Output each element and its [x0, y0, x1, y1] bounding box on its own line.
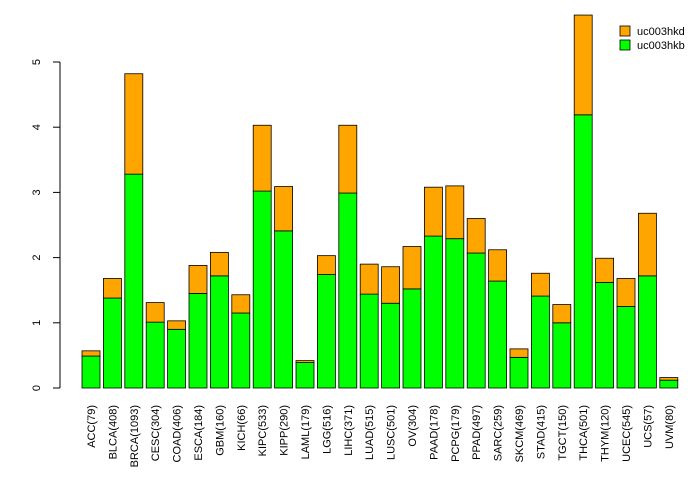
x-tick-label: LIHC(371) [343, 405, 355, 456]
bar-uc003hkb-pcpg [445, 238, 465, 389]
bar-uc003hkb-luad [359, 293, 379, 389]
bar-uc003hkb-stad [531, 295, 550, 389]
x-tick-label: TGCT(150) [557, 405, 569, 461]
bar-uc003hkb-blca [103, 297, 122, 389]
bar-uc003hkd-gbm [209, 251, 229, 277]
bar-uc003hkd-kipp [274, 186, 294, 232]
x-tick-label: SARC(259) [493, 405, 505, 461]
bar-uc003hkd-ov [402, 246, 422, 290]
x-tick-label: BRCA(1093) [129, 405, 141, 467]
bar-uc003hkd-cesc [145, 302, 165, 323]
x-tick-label: ESCA(184) [193, 405, 205, 461]
x-tick-label: STAD(415) [535, 405, 547, 459]
x-tick-label: UVM(80) [664, 405, 676, 449]
bar-uc003hkd-ppad [466, 218, 486, 254]
bar-uc003hkb-paad [423, 235, 443, 389]
x-tick-label: UCEC(545) [621, 405, 633, 462]
x-axis-labels: ACC(79) BLCA(408) BRCA(1093) CESC(304) COAD(… [86, 405, 676, 467]
x-tick-label: COAD(406) [172, 405, 184, 462]
bar-uc003hkb-ppad [466, 252, 486, 389]
y-tick-label: 3 [31, 189, 43, 195]
bar-uc003hkb-lihc [338, 192, 358, 389]
bar-uc003hkd-tgct [552, 304, 572, 324]
bar-uc003hkd-stad [531, 272, 550, 297]
bar-uc003hkd-lusc [381, 266, 401, 304]
bar-uc003hkd-luad [359, 263, 379, 295]
bar-uc003hkd-thym [595, 257, 614, 283]
y-tick-label: 0 [31, 385, 43, 391]
bar-uc003hkd-pcpg [445, 185, 465, 240]
y-tick-label: 1 [31, 320, 43, 326]
bar-uc003hkd-esca [188, 265, 208, 294]
y-tick-label: 2 [31, 255, 43, 261]
bar-uc003hkb-thca [573, 114, 593, 389]
x-tick-label: OV(304) [407, 405, 419, 447]
x-tick-label: UCS(57) [642, 405, 654, 448]
bar-uc003hkb-ucec [616, 306, 636, 389]
bar-uc003hkb-thym [595, 281, 614, 389]
bar-uc003hkb-acc [81, 355, 101, 389]
bar-uc003hkd-kich [231, 294, 251, 314]
bar-uc003hkb-skcm [509, 356, 529, 389]
bar-uc003hkb-ov [402, 288, 422, 389]
bar-uc003hkd-coad [167, 320, 187, 330]
bar-uc003hkb-coad [167, 328, 187, 389]
x-tick-label: LAML(179) [300, 405, 312, 459]
y-axis: 0 1 2 3 4 5 [31, 59, 61, 391]
legend-label-uc003hkd: uc003hkd [637, 26, 685, 38]
bar-uc003hkb-uvm [659, 379, 679, 389]
bar-uc003hkd-kipc [252, 124, 272, 192]
x-tick-label: ACC(79) [86, 405, 98, 448]
x-tick-label: LGG(516) [321, 405, 333, 454]
bar-uc003hkb-sarc [488, 280, 508, 389]
bar-uc003hkb-lgg [316, 274, 336, 389]
bar-uc003hkd-ucec [616, 278, 636, 307]
bar-uc003hkb-cesc [145, 321, 165, 389]
x-tick-label: PPAD(497) [471, 405, 483, 460]
x-tick-label: GBM(160) [214, 405, 226, 456]
bar-uc003hkd-thca [573, 14, 593, 116]
bar-uc003hkb-laml [295, 362, 315, 389]
x-tick-label: KICH(66) [236, 405, 248, 451]
bar-uc003hkb-ucs [638, 275, 657, 389]
x-tick-label: CESC(304) [150, 405, 162, 461]
bar-uc003hkb-gbm [209, 275, 229, 389]
bar-uc003hkb-kich [231, 312, 251, 389]
legend-swatch-uc003hkd [619, 25, 631, 37]
bar-uc003hkd-lihc [338, 124, 358, 194]
x-tick-label: KIPC(533) [257, 405, 269, 456]
x-tick-label: PCPG(179) [450, 405, 462, 462]
bar-uc003hkd-blca [103, 278, 122, 299]
bar-uc003hkb-tgct [552, 322, 572, 389]
legend-label-uc003hkb: uc003hkb [637, 40, 685, 52]
x-tick-label: LUAD(515) [364, 405, 376, 460]
bar-uc003hkb-lusc [381, 302, 401, 389]
x-tick-label: SKCM(469) [514, 405, 526, 462]
bar-uc003hkd-paad [423, 186, 443, 237]
bar-uc003hkd-laml [295, 360, 315, 363]
x-tick-label: THCA(501) [578, 405, 590, 461]
bar-uc003hkd-sarc [488, 249, 508, 282]
bar-uc003hkb-kipc [252, 190, 272, 389]
bar-uc003hkd-skcm [509, 348, 529, 358]
bar-uc003hkd-brca [124, 73, 144, 175]
x-tick-label: KIPP(290) [279, 405, 291, 456]
legend: uc003hkd uc003hkb [619, 25, 685, 52]
bar-uc003hkd-lgg [316, 255, 336, 275]
bar-uc003hkd-ucs [638, 212, 657, 277]
x-tick-label: THYM(120) [600, 405, 612, 462]
bars [81, 14, 679, 389]
legend-swatch-uc003hkb [619, 39, 631, 51]
bar-uc003hkd-acc [81, 350, 101, 357]
x-tick-label: PAAD(178) [428, 405, 440, 460]
x-tick-label: LUSC(501) [386, 405, 398, 460]
y-tick-label: 5 [31, 59, 43, 65]
y-tick-label: 4 [31, 124, 43, 130]
bar-uc003hkb-brca [124, 173, 144, 389]
bar-uc003hkb-esca [188, 293, 208, 389]
bar-uc003hkd-uvm [659, 377, 679, 381]
x-tick-label: BLCA(408) [107, 405, 119, 459]
bar-uc003hkb-kipp [274, 230, 294, 389]
